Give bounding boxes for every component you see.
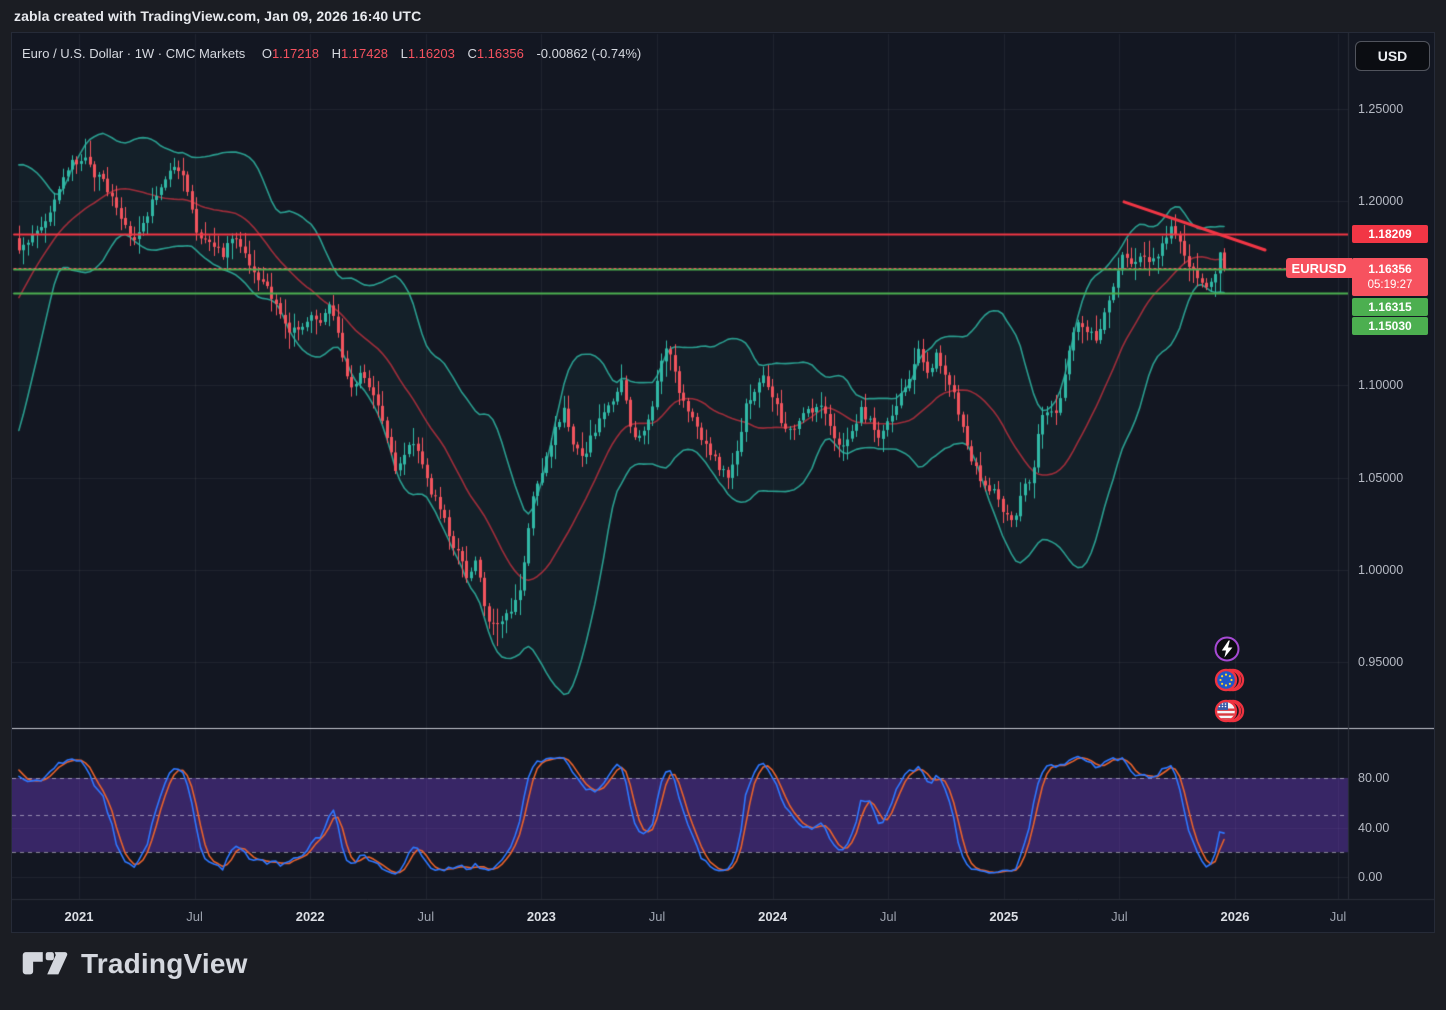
time-axis-label: 2022 xyxy=(275,909,345,924)
price-axis-label: 1.05000 xyxy=(1358,471,1434,485)
ohlc-close-value: 1.16356 xyxy=(477,46,524,61)
bar-countdown: 05:19:27 xyxy=(1368,278,1413,294)
tradingview-logo-text: TradingView xyxy=(81,948,248,980)
ohlc-change: -0.00862 (-0.74%) xyxy=(536,46,641,61)
time-axis-label: 2023 xyxy=(506,909,576,924)
ohlc-close-label: C xyxy=(467,46,476,61)
time-axis-label: Jul xyxy=(622,909,692,924)
ohlc-open-value: 1.17218 xyxy=(272,46,319,61)
attribution-text: zabla created with TradingView.com, Jan … xyxy=(14,8,421,24)
us-flag-event-icon[interactable] xyxy=(1214,698,1240,724)
time-axis-label: Jul xyxy=(1303,909,1373,924)
ohlc-low-label: L xyxy=(401,46,408,61)
current-price-value: 1.16356 xyxy=(1368,261,1411,277)
ohlc-low-value: 1.16203 xyxy=(408,46,455,61)
tradingview-logo-icon xyxy=(22,947,68,981)
price-axis-label: 0.95000 xyxy=(1358,655,1434,669)
time-axis-label: 2024 xyxy=(738,909,808,924)
eu-flag-event-icon[interactable] xyxy=(1214,667,1240,693)
time-axis-label: Jul xyxy=(1084,909,1154,924)
price-chart-canvas[interactable] xyxy=(12,33,1434,932)
symbol-price-line-label[interactable]: EURUSD xyxy=(1286,258,1352,278)
current-price-badge[interactable]: 1.1635605:19:27 xyxy=(1352,258,1428,296)
symbol-title[interactable]: Euro / U.S. Dollar · 1W · CMC Markets xyxy=(22,46,245,61)
chart-legend[interactable]: Euro / U.S. Dollar · 1W · CMC Markets O1… xyxy=(22,46,641,61)
time-axis-label: Jul xyxy=(391,909,461,924)
currency-toggle-button[interactable]: USD xyxy=(1355,41,1430,71)
level-price-badge[interactable]: 1.16315 xyxy=(1352,298,1428,316)
time-axis-label: Jul xyxy=(160,909,230,924)
ohlc-open-label: O xyxy=(262,46,272,61)
oscillator-axis-label: 80.00 xyxy=(1358,771,1434,785)
lightning-event-icon[interactable] xyxy=(1214,636,1240,662)
oscillator-axis-label: 40.00 xyxy=(1358,821,1434,835)
tradingview-logo[interactable]: TradingView xyxy=(22,947,248,981)
time-axis-label: 2026 xyxy=(1200,909,1270,924)
time-axis-label: 2021 xyxy=(44,909,114,924)
ohlc-high-label: H xyxy=(332,46,341,61)
price-axis-label: 1.10000 xyxy=(1358,378,1434,392)
oscillator-axis-label: 0.00 xyxy=(1358,870,1434,884)
price-axis-label: 1.20000 xyxy=(1358,194,1434,208)
time-axis-label: 2025 xyxy=(969,909,1039,924)
ohlc-high-value: 1.17428 xyxy=(341,46,388,61)
price-axis-label: 1.00000 xyxy=(1358,563,1434,577)
chart-panel[interactable]: Euro / U.S. Dollar · 1W · CMC Markets O1… xyxy=(12,33,1434,932)
price-axis-label: 1.25000 xyxy=(1358,102,1434,116)
time-axis-label: Jul xyxy=(853,909,923,924)
level-price-badge[interactable]: 1.15030 xyxy=(1352,317,1428,335)
level-price-badge[interactable]: 1.18209 xyxy=(1352,225,1428,243)
